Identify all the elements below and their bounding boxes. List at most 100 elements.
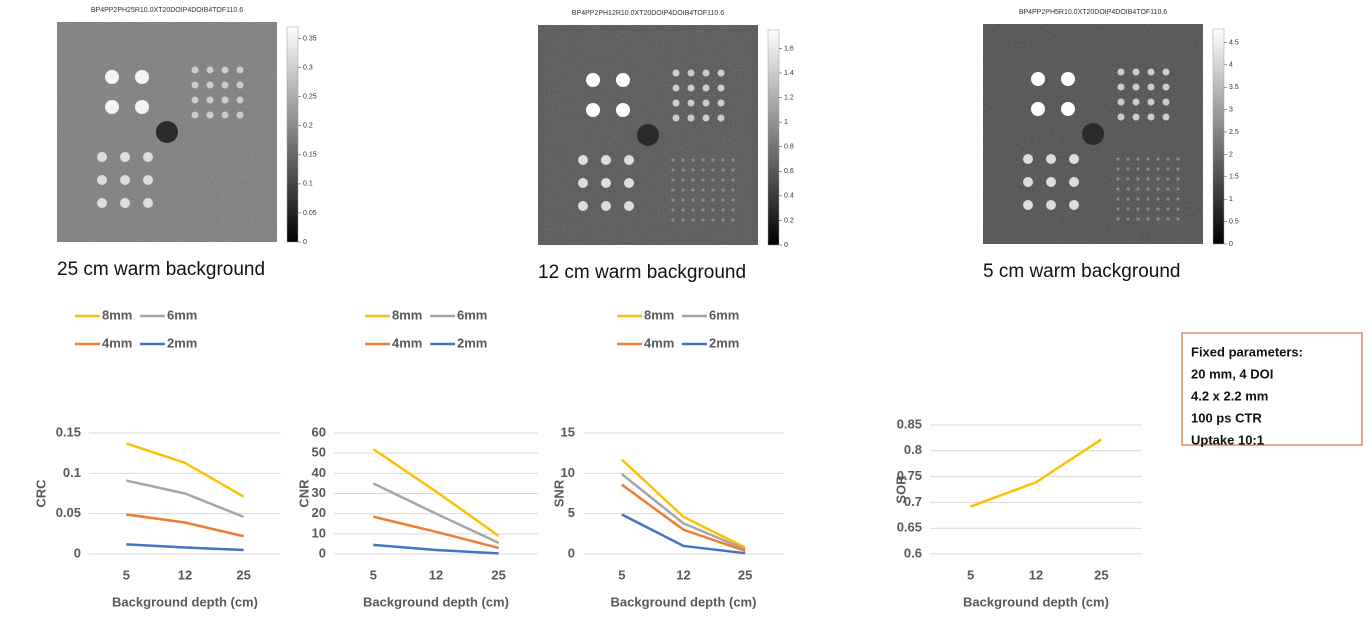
phantom-spot	[120, 175, 130, 185]
phantom-spot	[1126, 197, 1130, 201]
phantom-spot	[1116, 157, 1120, 161]
phantom-spot	[578, 178, 588, 188]
note-line: Uptake 10:1	[1191, 432, 1264, 447]
phantom-spot	[1117, 68, 1125, 76]
phantom-spot	[721, 178, 725, 182]
phantom-spot	[1147, 68, 1155, 76]
phantom-spot	[711, 198, 715, 202]
image-title: BP4PP2PH25R10.0XT20DOIP4DOIB4TOF110.6	[91, 7, 243, 14]
phantom-spot	[1156, 197, 1160, 201]
phantom-spot	[1117, 83, 1125, 91]
colorbar-tick-label: 0.05	[303, 210, 317, 217]
phantom-spot	[671, 178, 675, 182]
phantom-spot	[717, 99, 725, 107]
image-title: BP4PP2PH12R10.0XT20DOIP4DOIB4TOF110.6	[572, 10, 724, 17]
phantom-spot	[731, 178, 735, 182]
phantom-spot	[236, 81, 244, 89]
phantom-spot	[671, 168, 675, 172]
phantom-spot	[578, 155, 588, 165]
y-axis-title: SOR	[893, 475, 908, 504]
phantom-spot	[1176, 167, 1180, 171]
phantom-spot	[586, 103, 600, 117]
colorbar-tick-label: 0.6	[784, 168, 794, 175]
phantom-spot	[1117, 113, 1125, 121]
x-axis-title: Background depth (cm)	[363, 594, 509, 609]
y-tick-label: 40	[312, 465, 326, 480]
phantom-spot	[250, 215, 254, 219]
series-line	[970, 438, 1103, 508]
phantom-spot	[1166, 187, 1170, 191]
phantom-spot	[672, 69, 680, 77]
y-tick-label: 0.15	[56, 424, 81, 439]
colorbar-tick-label: 0	[303, 239, 307, 246]
colorbar-tick-label: 0.4	[784, 193, 794, 200]
phantom-spot	[120, 152, 130, 162]
phantom-spot	[1147, 98, 1155, 106]
y-tick-label: 0.7	[904, 494, 922, 509]
legend-label: 8mm	[102, 307, 132, 322]
phantom-spot	[200, 205, 204, 209]
colorbar-tick-label: 1.2	[784, 94, 794, 101]
colorbar-tick-label: 1	[784, 119, 788, 126]
phantom-spot	[721, 188, 725, 192]
phantom-spot	[672, 114, 680, 122]
phantom-spot	[230, 175, 234, 179]
phantom-spot	[221, 111, 229, 119]
phantom-spot	[681, 198, 685, 202]
phantom-spot	[1069, 154, 1079, 164]
phantom-spot	[220, 185, 224, 189]
phantom-spot	[1031, 102, 1045, 116]
phantom-spot	[691, 188, 695, 192]
phantom-spot	[671, 218, 675, 222]
y-tick-label: 60	[312, 424, 326, 439]
y-axis-title: CRC	[33, 479, 48, 508]
colorbar-tick-label: 1.5	[1229, 174, 1239, 181]
phantom-spot	[1156, 177, 1160, 181]
colorbar-tick-label: 2.5	[1229, 129, 1239, 136]
phantom-spot	[230, 185, 234, 189]
colorbar-tick-label: 0.2	[303, 123, 313, 130]
phantom-spot	[240, 175, 244, 179]
x-tick-label: 12	[1029, 567, 1043, 582]
phantom-spot	[731, 208, 735, 212]
legend-label: 4mm	[644, 335, 674, 350]
x-tick-label: 12	[429, 567, 443, 582]
colorbar-tick-label: 1	[1229, 196, 1233, 203]
phantom-spot	[210, 155, 214, 159]
phantom-spot	[221, 96, 229, 104]
x-axis-title: Background depth (cm)	[963, 594, 1109, 609]
phantom-spot	[711, 178, 715, 182]
phantom-spot	[1166, 177, 1170, 181]
y-tick-label: 0.1	[63, 465, 81, 480]
phantom-spot	[143, 152, 153, 162]
phantom-spot	[731, 198, 735, 202]
phantom-spot	[1126, 187, 1130, 191]
phantom-spot	[240, 215, 244, 219]
phantom-spot	[721, 208, 725, 212]
phantom-spot	[250, 175, 254, 179]
phantom-spot	[200, 215, 204, 219]
phantom-spot	[701, 218, 705, 222]
legend-label: 8mm	[644, 307, 674, 322]
phantom-spot	[1146, 197, 1150, 201]
series-line	[126, 479, 245, 519]
phantom-spot	[1069, 177, 1079, 187]
phantom-spot	[250, 195, 254, 199]
phantom-spot	[1126, 157, 1130, 161]
phantom-spot	[681, 178, 685, 182]
colorbar-tick-label: 0.25	[303, 94, 317, 101]
phantom-spot	[616, 73, 630, 87]
colorbar-tick-label: 0	[1229, 241, 1233, 248]
legend-label: 2mm	[167, 335, 197, 350]
phantom-spot	[1023, 154, 1033, 164]
x-tick-label: 12	[676, 567, 690, 582]
x-tick-label: 5	[618, 567, 625, 582]
phantom-spot	[1136, 177, 1140, 181]
phantom-spot	[97, 198, 107, 208]
phantom-spot	[220, 195, 224, 199]
y-tick-label: 0.65	[897, 520, 922, 535]
phantom-spot	[1146, 207, 1150, 211]
phantom-spot	[672, 84, 680, 92]
note-line: 20 mm, 4 DOI	[1191, 366, 1273, 381]
